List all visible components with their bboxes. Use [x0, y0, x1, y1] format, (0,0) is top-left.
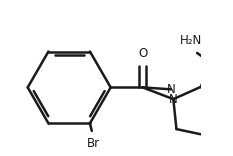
Text: N: N [169, 93, 178, 106]
Text: N: N [167, 83, 175, 96]
Text: Br: Br [87, 136, 100, 150]
Text: H₂N: H₂N [180, 34, 202, 47]
Text: O: O [138, 47, 147, 60]
